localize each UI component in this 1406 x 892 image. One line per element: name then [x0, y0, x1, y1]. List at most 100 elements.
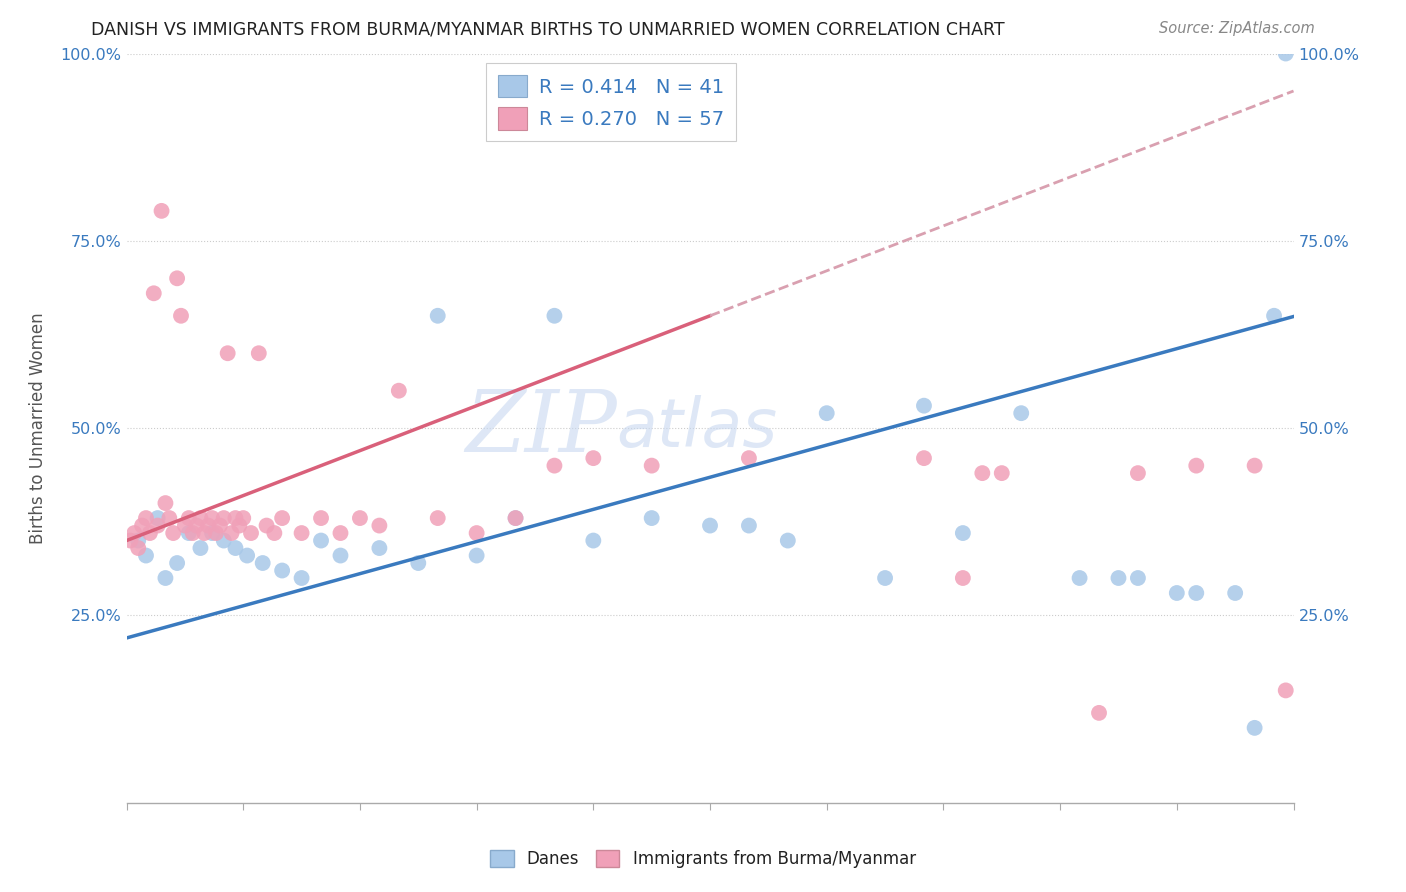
Point	[181, 526, 204, 541]
Point	[1166, 586, 1188, 600]
Point	[217, 346, 239, 360]
Point	[815, 406, 838, 420]
Y-axis label: Births to Unmarried Women: Births to Unmarried Women	[28, 312, 46, 544]
Point	[1126, 466, 1149, 480]
Point	[1185, 458, 1208, 473]
Point	[505, 511, 527, 525]
Point	[738, 518, 761, 533]
Point	[309, 533, 332, 548]
Point	[1126, 571, 1149, 585]
Point	[309, 511, 332, 525]
Point	[131, 518, 153, 533]
Point	[247, 346, 270, 360]
Point	[224, 541, 246, 555]
Point	[146, 511, 169, 525]
Point	[426, 309, 449, 323]
Point	[155, 496, 177, 510]
Point	[1108, 571, 1130, 585]
Point	[426, 511, 449, 525]
Point	[232, 511, 254, 525]
Point	[142, 286, 165, 301]
Point	[177, 526, 200, 541]
Point	[912, 399, 935, 413]
Point	[699, 518, 721, 533]
Point	[252, 556, 274, 570]
Point	[135, 549, 157, 563]
Point	[1223, 586, 1246, 600]
Point	[208, 518, 231, 533]
Point	[368, 518, 391, 533]
Point	[990, 466, 1012, 480]
Point	[190, 541, 212, 555]
Legend: R = 0.414   N = 41, R = 0.270   N = 57: R = 0.414 N = 41, R = 0.270 N = 57	[486, 63, 735, 141]
Point	[193, 526, 215, 541]
Point	[201, 526, 224, 541]
Point	[256, 518, 278, 533]
Point	[1243, 721, 1265, 735]
Point	[127, 541, 149, 555]
Point	[290, 571, 312, 585]
Point	[221, 526, 243, 541]
Point	[135, 511, 157, 525]
Point	[124, 526, 146, 541]
Text: DANISH VS IMMIGRANTS FROM BURMA/MYANMAR BIRTHS TO UNMARRIED WOMEN CORRELATION CH: DANISH VS IMMIGRANTS FROM BURMA/MYANMAR …	[91, 21, 1005, 38]
Point	[582, 451, 605, 466]
Point	[146, 518, 169, 533]
Point	[873, 571, 897, 585]
Point	[190, 511, 212, 525]
Point	[197, 518, 219, 533]
Point	[177, 511, 200, 525]
Point	[162, 526, 184, 541]
Point	[368, 541, 391, 555]
Point	[201, 511, 224, 525]
Point	[120, 533, 142, 548]
Legend: Danes, Immigrants from Burma/Myanmar: Danes, Immigrants from Burma/Myanmar	[484, 843, 922, 875]
Point	[582, 533, 605, 548]
Point	[228, 518, 250, 533]
Point	[329, 526, 352, 541]
Text: ZIP: ZIP	[465, 387, 617, 469]
Text: atlas: atlas	[617, 395, 778, 461]
Point	[1088, 706, 1111, 720]
Point	[166, 556, 188, 570]
Point	[150, 203, 173, 218]
Point	[186, 518, 208, 533]
Point	[329, 549, 352, 563]
Point	[212, 533, 235, 548]
Point	[1274, 46, 1296, 61]
Point	[408, 556, 430, 570]
Point	[1010, 406, 1032, 420]
Point	[205, 526, 228, 541]
Point	[912, 451, 935, 466]
Point	[349, 511, 371, 525]
Point	[290, 526, 312, 541]
Point	[212, 511, 235, 525]
Point	[1263, 309, 1285, 323]
Point	[271, 511, 294, 525]
Point	[170, 309, 193, 323]
Text: Source: ZipAtlas.com: Source: ZipAtlas.com	[1159, 21, 1315, 36]
Point	[1274, 683, 1296, 698]
Point	[972, 466, 994, 480]
Point	[738, 451, 761, 466]
Point	[1185, 586, 1208, 600]
Point	[157, 511, 180, 525]
Point	[640, 458, 664, 473]
Point	[1069, 571, 1091, 585]
Point	[543, 309, 565, 323]
Point	[174, 518, 197, 533]
Point	[640, 511, 664, 525]
Point	[224, 511, 246, 525]
Point	[139, 526, 162, 541]
Point	[271, 564, 294, 578]
Point	[155, 571, 177, 585]
Point	[236, 549, 259, 563]
Point	[1243, 458, 1265, 473]
Point	[465, 526, 488, 541]
Point	[505, 511, 527, 525]
Point	[166, 271, 188, 285]
Point	[952, 571, 974, 585]
Point	[240, 526, 263, 541]
Point	[127, 533, 149, 548]
Point	[776, 533, 799, 548]
